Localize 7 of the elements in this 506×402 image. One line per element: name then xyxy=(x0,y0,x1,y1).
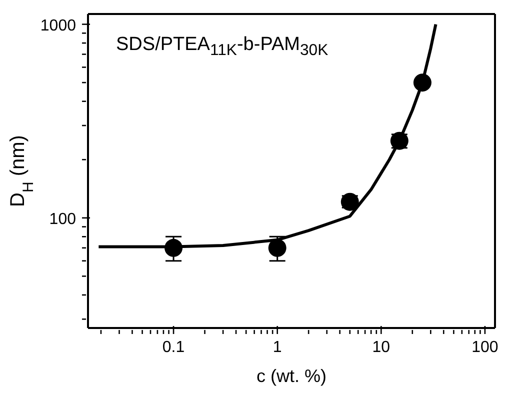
x-tick-label: 10 xyxy=(372,339,390,356)
x-tick-label: 0.1 xyxy=(162,339,185,356)
annotation: SDS/PTEA$_{11K}$-b-PAM$_{30K}$ xyxy=(116,34,328,60)
y-tick-label: 1000 xyxy=(40,17,76,34)
x-tick-label: 100 xyxy=(472,339,498,356)
x-tick-label: 1 xyxy=(272,339,282,356)
x-axis-title: c (wt. %) xyxy=(256,366,326,386)
